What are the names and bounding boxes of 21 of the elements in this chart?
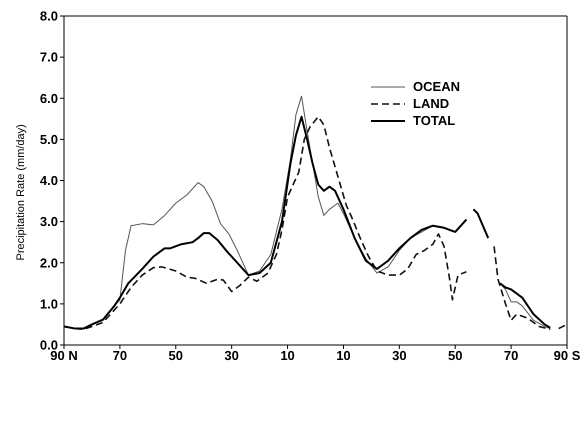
x-tick-label: 10 [336, 348, 351, 364]
x-tick-label: 50 [448, 348, 462, 364]
x-tick-label: 70 [112, 348, 128, 364]
y-tick-label: 8.0 [40, 8, 58, 24]
legend-label: TOTAL [413, 113, 456, 128]
x-tick-label: 30 [392, 348, 407, 364]
x-tick-label: 10 [280, 348, 295, 364]
x-tick-label: 90 S [554, 348, 581, 364]
legend-label: LAND [413, 96, 450, 111]
y-tick-label: 7.0 [40, 50, 58, 65]
x-tick-label: 70 [504, 348, 518, 364]
y-tick-label: 2.0 [40, 255, 58, 270]
x-tick-label: 50 [168, 348, 184, 364]
legend-label: OCEAN [413, 79, 460, 94]
x-tick-label: 30 [224, 348, 239, 364]
y-tick-label: 5.0 [40, 132, 58, 147]
y-tick-label: 4.0 [40, 173, 58, 188]
y-axis-title: Precipitation Rate (mm/day) [14, 124, 27, 260]
y-tick-label: 3.0 [40, 214, 58, 230]
y-tick-label: 6.0 [40, 90, 58, 106]
y-tick-label: 1.0 [40, 296, 58, 312]
